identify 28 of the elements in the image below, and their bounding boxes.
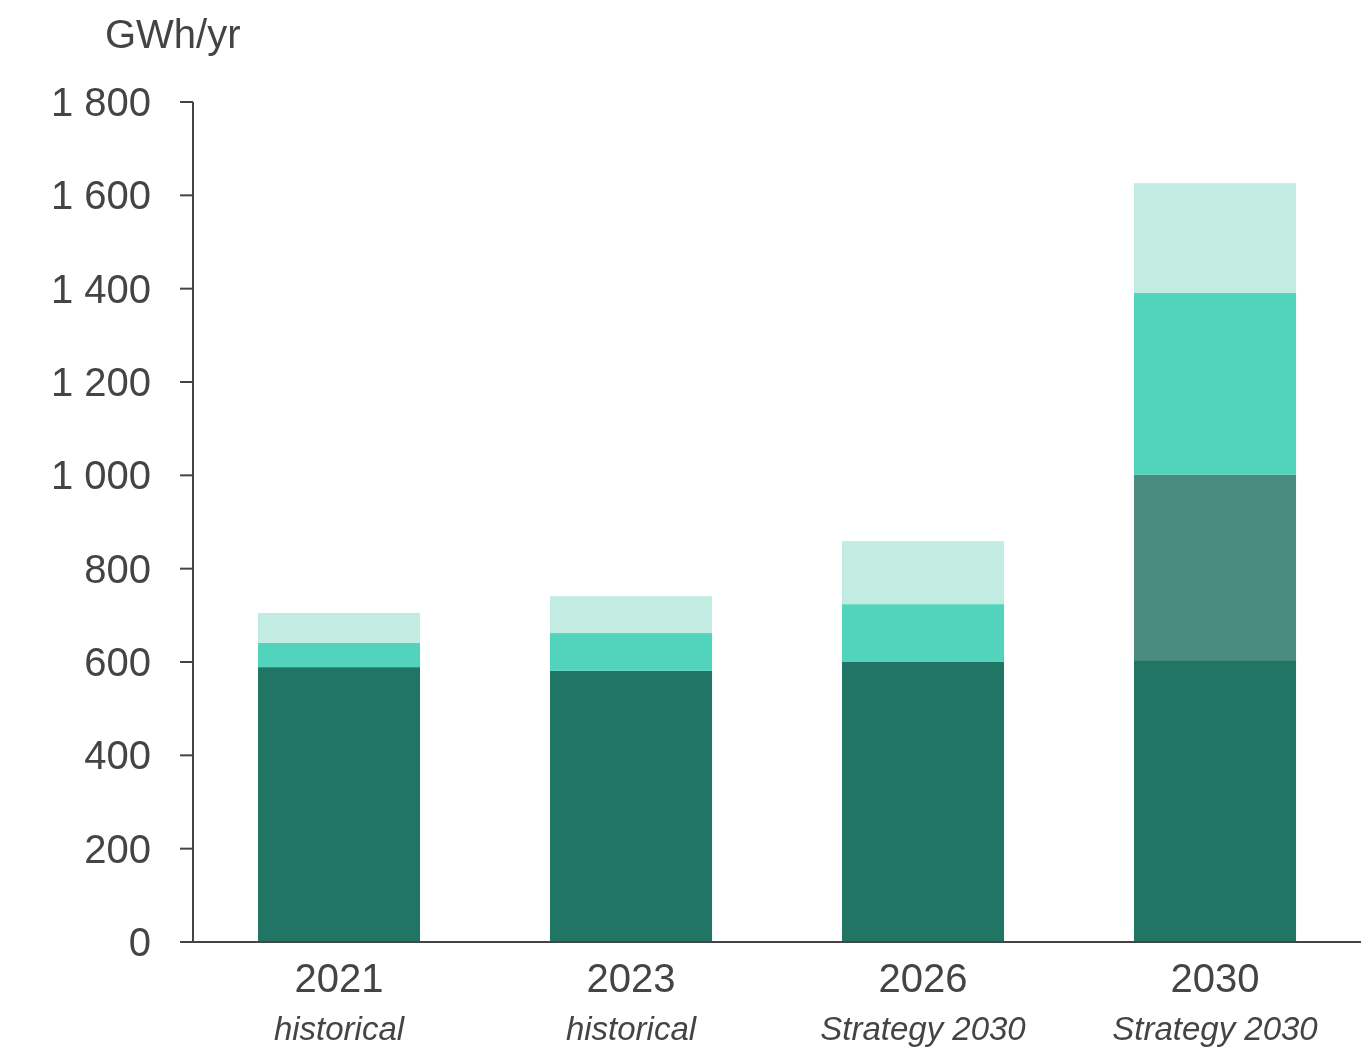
bar [1133,292,1297,475]
bar [841,541,1005,605]
bar [257,642,421,668]
bar [1133,183,1297,293]
y-tick-label: 1 200 [50,360,151,404]
y-axis-title: GWh/yr [105,12,241,56]
y-tick-label: 1 600 [50,173,151,218]
bar [841,604,1005,662]
bar [1133,660,1297,942]
bar [257,613,421,643]
y-tick-label: 200 [84,826,151,871]
bar [549,670,713,942]
y-tick-label: 1 400 [50,266,151,311]
bar [549,596,713,634]
y-tick-label: 400 [84,733,151,778]
y-tick-label: 0 [128,920,151,964]
bar [1133,474,1297,661]
y-tick-label: 1 800 [50,80,151,124]
bar [549,633,713,671]
y-tick-label: 600 [84,640,151,684]
y-tick-label: 1 000 [50,453,151,498]
x-tick-label: 2030 Strategy 2030 [1112,956,1319,1047]
x-tick-label: 2021 historical [273,956,406,1047]
bar [257,667,421,942]
bar [841,662,1005,942]
y-tick-label: 800 [84,546,151,591]
x-tick-label: 2026 Strategy 2030 [820,956,1027,1047]
x-tick-label: 2023 historical [565,956,698,1047]
